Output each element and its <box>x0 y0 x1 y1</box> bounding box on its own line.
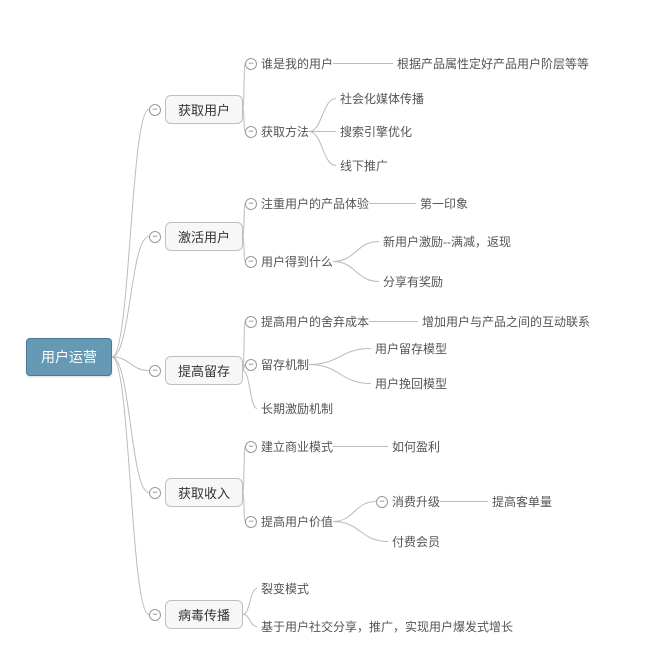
collapse-toggle-icon[interactable] <box>245 359 257 371</box>
node-label: 提高客单量 <box>492 493 552 510</box>
node-label: 根据产品属性定好产品用户阶层等等 <box>397 55 589 72</box>
collapse-toggle-icon[interactable] <box>245 441 257 453</box>
node-label: 搜索引擎优化 <box>340 123 412 140</box>
node-n421: 消费升级 <box>392 493 440 510</box>
collapse-toggle-icon[interactable] <box>245 256 257 268</box>
collapse-toggle-icon[interactable] <box>149 365 161 377</box>
edge <box>243 204 245 237</box>
edge <box>333 502 376 522</box>
node-b4[interactable]: 获取收入 <box>165 478 243 507</box>
collapse-toggle-icon[interactable] <box>245 516 257 528</box>
node-label: 谁是我的用户 <box>261 55 333 72</box>
node-n121: 社会化媒体传播 <box>340 90 424 107</box>
node-label: 提高用户价值 <box>261 513 333 530</box>
node-label: 用户得到什么 <box>261 253 333 270</box>
node-n42: 提高用户价值 <box>261 513 333 530</box>
node-n123: 线下推广 <box>340 157 388 174</box>
node-label: 提高用户的舍弃成本 <box>261 313 369 330</box>
node-n12: 获取方法 <box>261 123 309 140</box>
node-label: 线下推广 <box>340 157 388 174</box>
collapse-toggle-icon[interactable] <box>245 58 257 70</box>
node-label: 提高留存 <box>178 361 230 380</box>
node-n211: 第一印象 <box>420 195 468 212</box>
node-n4211: 提高客单量 <box>492 493 552 510</box>
node-n322: 用户挽回模型 <box>375 375 447 392</box>
edge <box>309 99 336 132</box>
node-label: 建立商业模式 <box>261 438 333 455</box>
node-n321: 用户留存模型 <box>375 340 447 357</box>
edge <box>243 64 245 110</box>
node-b5[interactable]: 病毒传播 <box>165 600 243 629</box>
edge <box>333 262 379 282</box>
node-n422: 付费会员 <box>392 533 440 550</box>
node-n21: 注重用户的产品体验 <box>261 195 369 212</box>
node-label: 激活用户 <box>178 227 230 246</box>
node-label: 病毒传播 <box>178 605 230 624</box>
node-b3[interactable]: 提高留存 <box>165 356 243 385</box>
node-root[interactable]: 用户运营 <box>26 338 112 376</box>
edge <box>112 110 149 358</box>
edge <box>243 237 245 262</box>
node-label: 付费会员 <box>392 533 440 550</box>
edge <box>309 365 371 384</box>
node-b2[interactable]: 激活用户 <box>165 222 243 251</box>
edge <box>309 132 336 166</box>
edge <box>243 615 257 627</box>
node-n11: 谁是我的用户 <box>261 55 333 72</box>
node-label: 消费升级 <box>392 493 440 510</box>
node-label: 注重用户的产品体验 <box>261 195 369 212</box>
node-label: 社会化媒体传播 <box>340 90 424 107</box>
edge <box>333 522 388 542</box>
node-n111: 根据产品属性定好产品用户阶层等等 <box>397 55 589 72</box>
node-n222: 分享有奖励 <box>383 273 443 290</box>
edge <box>112 357 149 615</box>
node-label: 获取收入 <box>178 483 230 502</box>
node-n51: 裂变模式 <box>261 580 309 597</box>
edge <box>112 357 149 493</box>
node-label: 长期激励机制 <box>261 400 333 417</box>
collapse-toggle-icon[interactable] <box>245 126 257 138</box>
collapse-toggle-icon[interactable] <box>245 316 257 328</box>
node-n122: 搜索引擎优化 <box>340 123 412 140</box>
collapse-toggle-icon[interactable] <box>149 609 161 621</box>
node-n311: 增加用户与产品之间的互动联系 <box>422 313 590 330</box>
edge <box>243 589 257 615</box>
edge <box>243 110 245 132</box>
node-label: 如何盈利 <box>392 438 440 455</box>
node-label: 获取方法 <box>261 123 309 140</box>
node-b1[interactable]: 获取用户 <box>165 95 243 124</box>
collapse-toggle-icon[interactable] <box>149 231 161 243</box>
node-n33: 长期激励机制 <box>261 400 333 417</box>
edge <box>333 242 379 262</box>
collapse-toggle-icon[interactable] <box>149 104 161 116</box>
edge <box>112 357 149 371</box>
node-label: 用户运营 <box>41 347 97 367</box>
node-label: 用户挽回模型 <box>375 375 447 392</box>
node-label: 用户留存模型 <box>375 340 447 357</box>
node-label: 第一印象 <box>420 195 468 212</box>
node-label: 获取用户 <box>178 100 230 119</box>
collapse-toggle-icon[interactable] <box>376 496 388 508</box>
node-n31: 提高用户的舍弃成本 <box>261 313 369 330</box>
edge <box>243 493 245 522</box>
node-label: 新用户激励--满减，返现 <box>383 233 511 250</box>
node-label: 增加用户与产品之间的互动联系 <box>422 313 590 330</box>
node-label: 分享有奖励 <box>383 273 443 290</box>
node-n32: 留存机制 <box>261 356 309 373</box>
edge <box>309 349 371 365</box>
edge <box>243 447 245 493</box>
edge <box>243 371 257 409</box>
node-n411: 如何盈利 <box>392 438 440 455</box>
node-label: 留存机制 <box>261 356 309 373</box>
edge <box>112 237 149 358</box>
collapse-toggle-icon[interactable] <box>149 487 161 499</box>
connector-layer <box>0 0 655 667</box>
collapse-toggle-icon[interactable] <box>245 198 257 210</box>
node-n221: 新用户激励--满减，返现 <box>383 233 511 250</box>
node-n52: 基于用户社交分享，推广，实现用户爆发式增长 <box>261 618 513 635</box>
node-label: 裂变模式 <box>261 580 309 597</box>
node-n22: 用户得到什么 <box>261 253 333 270</box>
node-label: 基于用户社交分享，推广，实现用户爆发式增长 <box>261 618 513 635</box>
node-n41: 建立商业模式 <box>261 438 333 455</box>
